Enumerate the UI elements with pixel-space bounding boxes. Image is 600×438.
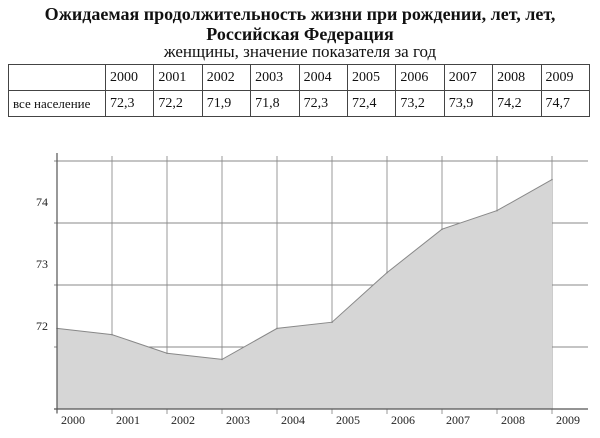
row-label: все население xyxy=(8,90,106,117)
year-header: 2005 xyxy=(346,64,397,91)
value-cell: 72,2 xyxy=(153,90,203,117)
data-point xyxy=(496,209,498,212)
data-point xyxy=(441,228,443,230)
x-tick-label: 2007 xyxy=(446,413,470,427)
y-tick-label: 72 xyxy=(36,319,48,333)
value-cell: 73,2 xyxy=(395,90,445,117)
x-tick-label: 2003 xyxy=(226,413,250,427)
value-cell: 73,9 xyxy=(443,90,494,117)
x-tick-label: 2002 xyxy=(171,413,195,427)
x-tick-label: 2004 xyxy=(281,413,305,427)
value-cell: 71,8 xyxy=(250,90,300,117)
year-header: 2008 xyxy=(492,64,542,91)
value-cell: 74,2 xyxy=(492,90,542,117)
data-point xyxy=(166,352,168,355)
x-tick-label: 2009 xyxy=(556,413,580,427)
y-tick-label: 73 xyxy=(36,257,48,271)
data-point xyxy=(111,333,113,336)
year-header: 2003 xyxy=(250,64,300,91)
value-cell: 72,3 xyxy=(298,90,348,117)
value-cell: 72,4 xyxy=(346,90,397,117)
data-point xyxy=(551,178,553,181)
year-header: 2004 xyxy=(298,64,348,91)
data-point xyxy=(386,271,388,274)
year-header: 2001 xyxy=(153,64,203,91)
data-point xyxy=(331,321,333,324)
data-table: 2000 2001 2002 2003 2004 2005 2006 2007 2008 2009… xyxy=(8,64,591,117)
table-row: все население 72,3 72,2 71,9 71,8 72,3 72,4 73,… xyxy=(8,90,591,117)
chart-title: Ожидаемая продолжительность жизни при ро… xyxy=(0,4,600,44)
series-line xyxy=(56,179,553,360)
title-line-2: Российская Федерация xyxy=(206,24,394,44)
data-point xyxy=(276,327,278,330)
year-header: 2002 xyxy=(201,64,252,91)
value-cell: 71,9 xyxy=(201,90,252,117)
table-header-row: 2000 2001 2002 2003 2004 2005 2006 2007 2008 2009 xyxy=(8,64,591,91)
chart-subtitle: женщины, значение показателя за год xyxy=(163,42,437,61)
title-line-1: Ожидаемая продолжительность жизни при ро… xyxy=(44,4,556,24)
value-cell: 72,3 xyxy=(104,90,155,117)
x-tick-label: 2000 xyxy=(61,413,85,427)
x-tick-label: 2001 xyxy=(116,413,140,427)
x-tick-label: 2006 xyxy=(391,413,415,427)
x-tick-label: 2005 xyxy=(336,413,360,427)
value-cell: 74,7 xyxy=(540,90,591,117)
area-fill xyxy=(57,179,552,409)
y-tick-label: 74 xyxy=(36,195,48,209)
x-tick-label: 2008 xyxy=(501,413,525,427)
data-point xyxy=(221,358,223,361)
